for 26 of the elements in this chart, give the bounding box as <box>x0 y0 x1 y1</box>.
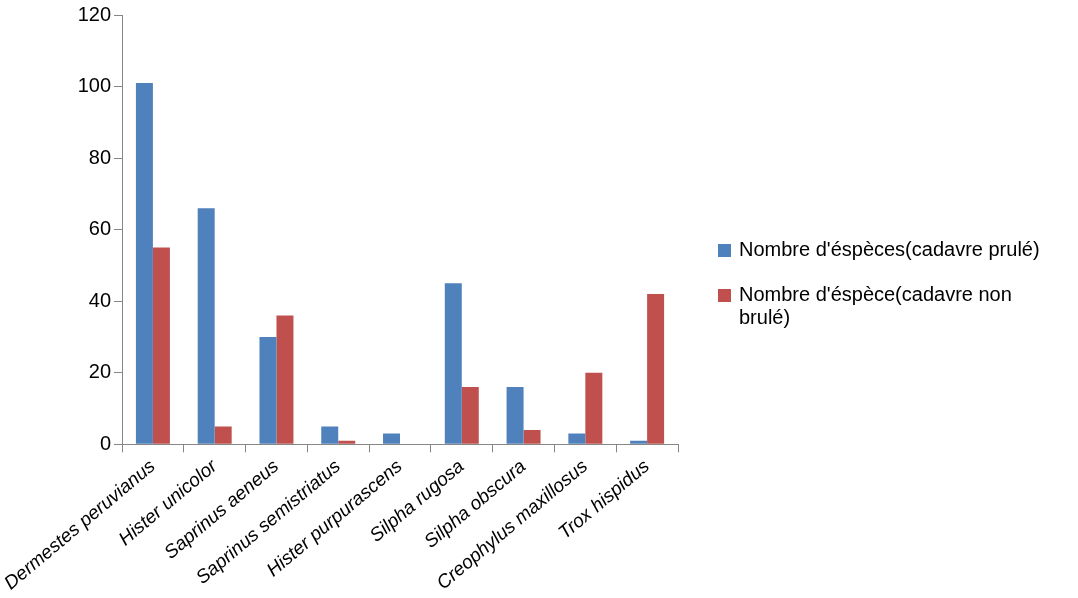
y-tick-label: 100 <box>77 74 112 97</box>
legend-label: Nombre d'éspèces(cadavre prulé) <box>739 238 1040 261</box>
y-tick-label: 20 <box>88 360 112 383</box>
y-tick-label: 0 <box>99 431 112 454</box>
y-tick-label: 60 <box>88 217 112 240</box>
bar <box>647 294 665 444</box>
bar <box>383 433 401 444</box>
bar <box>321 426 339 444</box>
bar <box>523 430 541 444</box>
y-tick-label: 40 <box>88 288 112 311</box>
y-tick-label: 120 <box>77 2 112 25</box>
bar <box>461 387 479 444</box>
bar <box>197 208 215 444</box>
bar <box>259 337 277 444</box>
bar <box>444 283 462 444</box>
legend-label: Nombre d'éspèce(cadavre non brulé) <box>739 283 1013 329</box>
bar <box>135 82 153 444</box>
bar <box>214 426 232 444</box>
bar <box>630 440 648 444</box>
bar <box>506 387 524 444</box>
bar <box>152 247 170 444</box>
bar <box>338 440 356 444</box>
y-tick-label: 80 <box>88 145 112 168</box>
bar <box>585 372 603 444</box>
bar <box>276 315 294 444</box>
bar <box>568 433 586 444</box>
